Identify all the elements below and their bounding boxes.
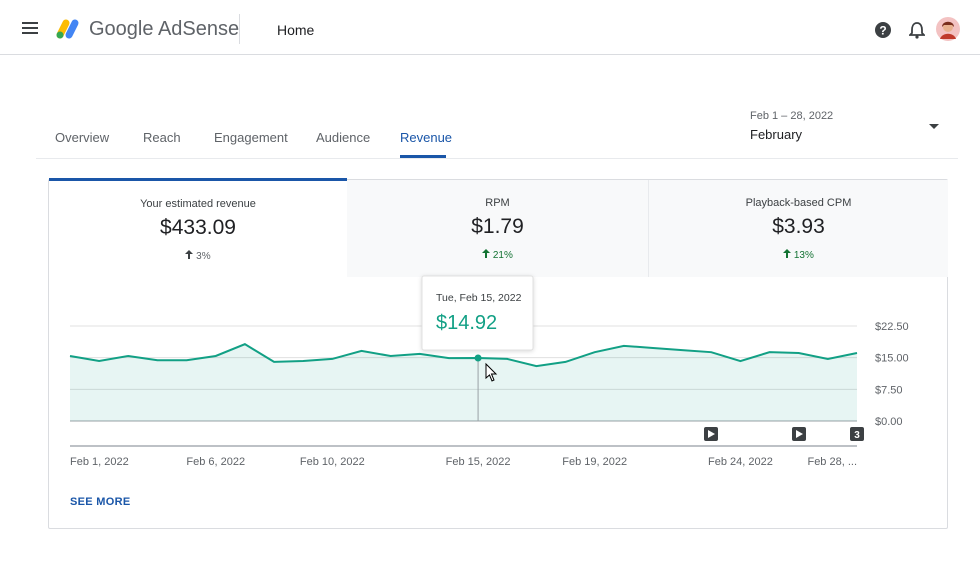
metric-label: RPM: [485, 197, 510, 209]
svg-text:?: ?: [879, 24, 886, 38]
divider: [36, 158, 958, 159]
tooltip-value: $14.92: [436, 312, 497, 334]
x-tick-label: Feb 1, 2022: [70, 456, 129, 468]
change-text: 13%: [793, 250, 814, 261]
line: [69, 343, 858, 368]
y-tick-label: $7.50: [875, 384, 903, 396]
avatar[interactable]: [936, 17, 960, 41]
change-text: 3%: [196, 251, 211, 262]
metric-tile[interactable]: Your estimated revenue $433.09 3%: [49, 178, 347, 278]
tooltip: [421, 275, 534, 351]
cursor: [485, 362, 498, 382]
metric-change: 21%: [347, 249, 648, 261]
x-tick-label: Feb 24, 2022: [708, 456, 773, 468]
badge-text: 3: [854, 430, 860, 441]
up-arrow: [185, 250, 194, 259]
metric-label: Playback-based CPM: [745, 197, 852, 209]
logo: [56, 19, 79, 39]
menu-button[interactable]: [22, 22, 38, 34]
play-icon: [796, 430, 803, 438]
tab[interactable]: Audience: [316, 130, 371, 145]
metric-tile[interactable]: Playback-based CPM $3.93 13%: [648, 180, 948, 277]
up-arrow: [482, 249, 491, 258]
metric-tile[interactable]: RPM $1.79 21%: [347, 180, 648, 277]
play-icon: [708, 430, 715, 438]
change-text: 21%: [492, 250, 513, 261]
tab[interactable]: Engagement: [214, 130, 288, 145]
x-tick-label: Feb 6, 2022: [186, 456, 245, 468]
tab-indicator: [400, 155, 446, 158]
tooltip-date: Tue, Feb 15, 2022: [436, 292, 522, 304]
metric-change: 3%: [49, 250, 347, 262]
x-tick-label: Feb 15, 2022: [446, 456, 511, 468]
notifications-button[interactable]: [909, 21, 925, 39]
y-tick-label: $15.00: [875, 353, 909, 365]
date-month[interactable]: February: [750, 127, 803, 142]
date-range[interactable]: Feb 1 – 28, 2022: [750, 110, 834, 122]
y-tick-label: $0.00: [875, 416, 903, 428]
metric-value: $3.93: [772, 215, 825, 238]
divider: [239, 14, 240, 44]
badge: [850, 427, 864, 441]
area: [70, 344, 857, 421]
top-bar: Google AdSense Home ?: [0, 0, 980, 55]
see-more-link[interactable]: SEE MORE: [70, 496, 131, 508]
metric-label: Your estimated revenue: [140, 198, 256, 210]
y-tick-label: $22.50: [875, 321, 909, 333]
up-arrow: [783, 249, 792, 258]
tab[interactable]: Overview: [55, 130, 110, 145]
x-tick-label: Feb 10, 2022: [300, 456, 365, 468]
x-tick-label: Feb 28, ...: [807, 456, 857, 468]
tab-active[interactable]: Revenue: [400, 130, 453, 145]
x-tick-label: Feb 19, 2022: [562, 456, 627, 468]
hover-point: [474, 354, 482, 362]
metric-value: $1.79: [471, 215, 524, 238]
dropdown-arrow[interactable]: [929, 124, 939, 130]
product-name: Google AdSense: [89, 18, 240, 40]
metric-value: $433.09: [160, 216, 236, 239]
tab[interactable]: Reach: [143, 130, 181, 145]
metric-change: 13%: [649, 249, 948, 261]
help-button[interactable]: ?: [874, 21, 892, 39]
page-title: Home: [277, 22, 315, 38]
card: [48, 179, 948, 529]
